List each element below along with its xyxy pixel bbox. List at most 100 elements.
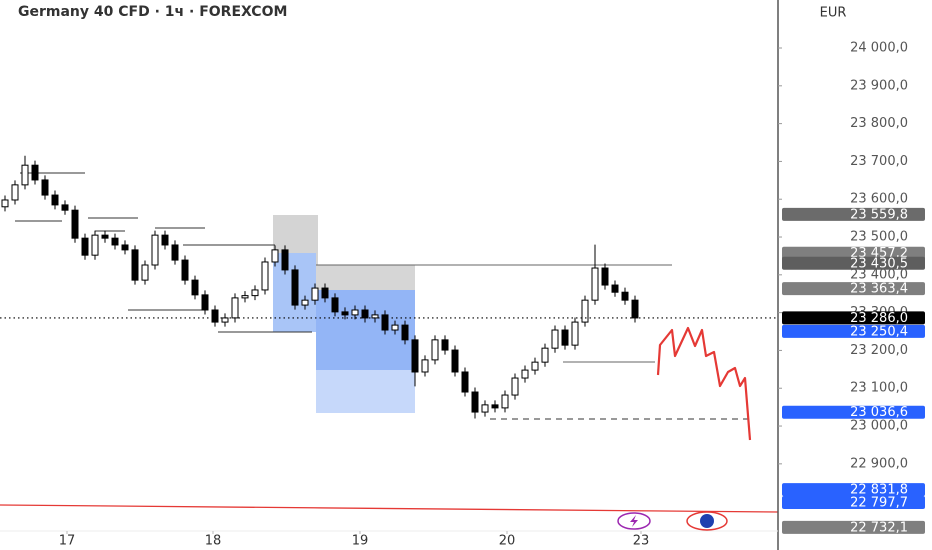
y-tick-label: 23 700,0 [850, 154, 908, 169]
candle-body [591, 267, 599, 301]
candle-body [561, 329, 569, 346]
candle-body [361, 309, 369, 319]
price-axis: 22 900,023 000,023 100,023 200,023 300,0… [778, 41, 925, 535]
price-badge [782, 246, 925, 260]
price-badge [782, 207, 925, 221]
candle-body [541, 347, 549, 363]
candle-body [221, 317, 229, 323]
zone-box [316, 265, 415, 290]
candle-body [331, 297, 339, 313]
price-badge-label: 22 831,8 [850, 483, 908, 498]
candle-body [581, 299, 589, 323]
candle-body [151, 234, 159, 266]
scribble [656, 326, 752, 441]
candle-body [71, 209, 79, 239]
candle-body [481, 404, 489, 413]
candle-body [191, 279, 199, 296]
candle-body [201, 294, 209, 311]
price-badge [782, 282, 925, 296]
y-tick-label: 24 000,0 [850, 41, 908, 56]
zone-box [316, 370, 415, 413]
price-badge [782, 520, 925, 534]
candle-body [121, 244, 129, 251]
y-tick-label: 23 400,0 [850, 267, 908, 282]
x-tick-label: 18 [205, 534, 222, 549]
candle-body [131, 249, 139, 281]
y-tick-label: 23 900,0 [850, 78, 908, 93]
y-tick-label: 23 100,0 [850, 381, 908, 396]
candle-body [511, 377, 519, 396]
y-tick-label: 23 000,0 [850, 419, 908, 434]
candle-body [351, 309, 359, 316]
x-tick-label: 19 [352, 534, 369, 549]
price-badge [782, 405, 925, 419]
event-glyph [700, 514, 714, 528]
candle-body [41, 179, 49, 196]
candle-body [521, 369, 529, 379]
candle-body [461, 371, 469, 393]
price-badge-label: 23 559,8 [850, 207, 908, 222]
red-line [0, 504, 779, 513]
event-glyph [630, 515, 638, 527]
candle-body [251, 289, 259, 297]
price-badge-label: 23 286,0 [850, 311, 908, 326]
candle-body [611, 284, 619, 293]
candle-body [291, 269, 299, 306]
y-tick-label: 23 800,0 [850, 116, 908, 131]
candle-body [411, 339, 419, 373]
candle-body [91, 234, 99, 256]
zone-box [316, 290, 415, 370]
price-badge-label: 23 036,6 [850, 405, 908, 420]
candle-body [281, 249, 289, 271]
candle-body [441, 339, 449, 351]
candle-body [231, 297, 239, 319]
plot [0, 155, 778, 419]
candle-body [491, 404, 499, 409]
price-badge-label: 22 797,7 [850, 496, 908, 511]
y-tick-label: 22 900,0 [850, 456, 908, 471]
candle-body [471, 391, 479, 413]
candle-body [531, 361, 539, 371]
chart-title: Germany 40 CFD · 1ч · FOREXCOM [18, 4, 287, 20]
candle-body [601, 267, 609, 286]
x-tick-label: 17 [59, 534, 76, 549]
drawings [0, 172, 779, 513]
candle-body [171, 244, 179, 261]
price-badge [782, 483, 925, 497]
price-badge [782, 496, 925, 510]
candle-body [451, 349, 459, 373]
candle-body [571, 321, 579, 346]
y-tick-label: 23 200,0 [850, 343, 908, 358]
candle-body [51, 194, 59, 206]
y-tick-label: 23 500,0 [850, 230, 908, 245]
candle-body [551, 329, 559, 349]
candle-body [21, 164, 29, 186]
candle-body [141, 264, 149, 281]
candle-body [401, 324, 409, 341]
price-badge [782, 324, 925, 338]
candle-body [321, 287, 329, 299]
candle-body [181, 259, 189, 281]
x-tick-label: 20 [499, 534, 516, 549]
candle-body [81, 237, 89, 256]
candle-body [341, 311, 349, 316]
indicators[interactable] [617, 511, 728, 531]
candle-body [241, 295, 249, 299]
price-badge [782, 311, 925, 325]
candle-body [271, 249, 279, 263]
candle-body [11, 184, 19, 201]
candle-body [381, 314, 389, 331]
candle-body [31, 164, 39, 181]
y-tick-label: 23 600,0 [850, 192, 908, 207]
price-badge-label: 23 250,4 [850, 324, 908, 339]
price-badge-label: 22 732,1 [850, 520, 908, 535]
candle-body [391, 324, 399, 331]
candle-body [311, 287, 319, 301]
x-tick-label: 23 [633, 534, 650, 549]
candle-body [631, 299, 639, 319]
candle-body [101, 234, 109, 239]
candle-body [111, 237, 119, 246]
